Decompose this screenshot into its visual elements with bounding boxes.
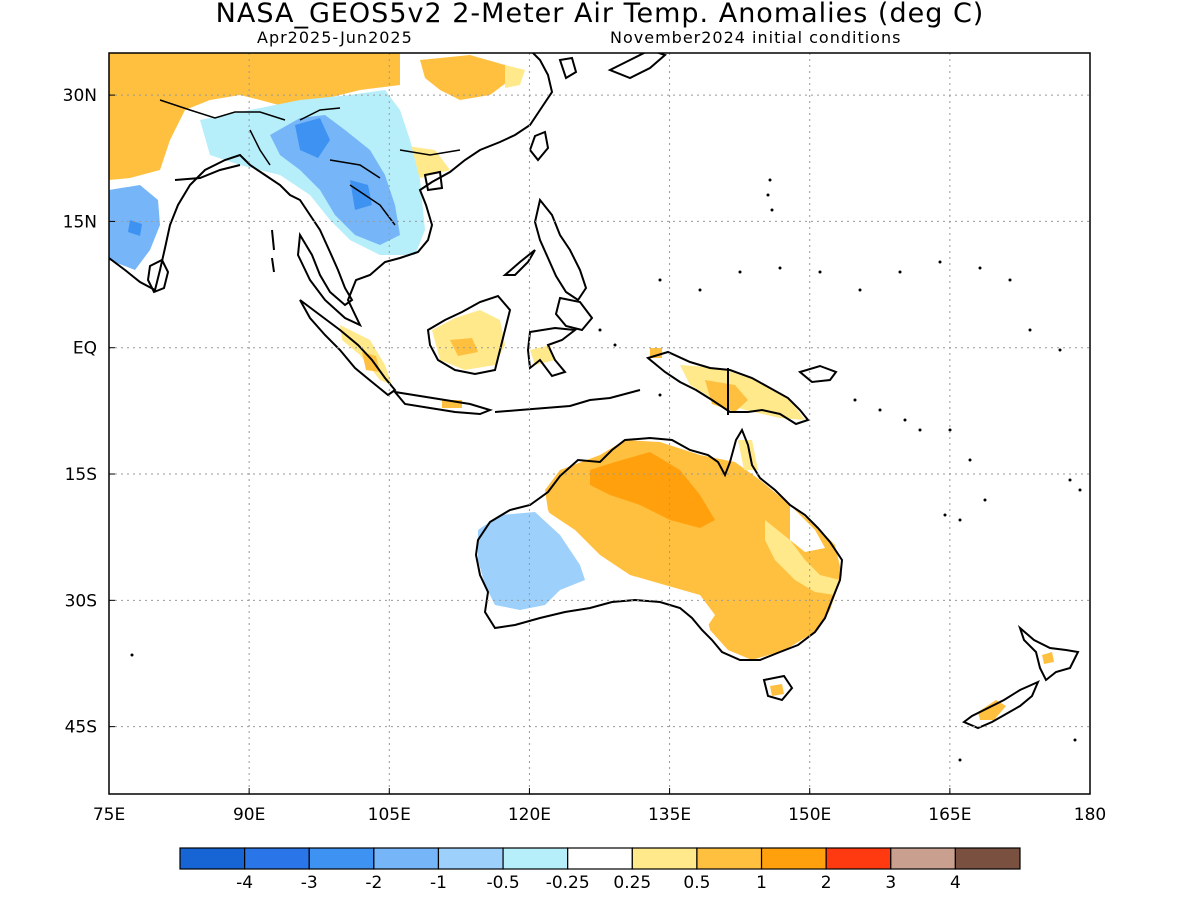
myanmar-cool-core: [295, 118, 330, 158]
map-title: NASA_GEOS5v2 2-Meter Air Temp. Anomalies…: [215, 0, 985, 29]
bay-of-bengal-coast: [174, 164, 241, 181]
colorbar-label: -1: [430, 873, 447, 893]
india-cool-core: [128, 220, 142, 236]
lon-tick-label: 180: [1074, 805, 1106, 825]
gridlines: [108, 53, 1091, 794]
colorbar-swatch: [437, 847, 504, 870]
colorbar-swatch: [760, 847, 827, 870]
colorbar-swatch: [308, 847, 375, 870]
new-zealand-north-coast: [1017, 624, 1080, 682]
forecast-period: Apr2025-Jun2025: [257, 28, 413, 47]
korea-coast: [558, 56, 578, 80]
initial-conditions: November2024 initial conditions: [610, 28, 902, 47]
asia-mainland-coast: [109, 53, 554, 328]
borneo-warm-patch: [450, 338, 478, 356]
sumatra-coast: [299, 299, 397, 397]
sulawesi-weak-warm: [530, 345, 555, 365]
colorbar-labels: -4 -3 -2 -1 -0.5 -0.25 0.25 0.5 1 2 3 4: [236, 873, 961, 893]
colorbar-swatch: [567, 847, 633, 870]
new-guinea-coast: [645, 350, 810, 426]
lat-tick-label: EQ: [73, 339, 97, 359]
colorbar-swatch: [696, 847, 763, 870]
colorbar-label: 2: [821, 873, 832, 893]
lat-tick-label: 30S: [65, 591, 97, 611]
colorbar-label: 3: [885, 873, 896, 893]
taiwan-coast: [528, 130, 550, 162]
new-guinea-warm-core: [705, 380, 748, 412]
australia-strong-warm-anomaly: [590, 452, 715, 528]
colorbar-swatch: [631, 847, 698, 870]
map-frame: [108, 52, 1091, 795]
colorbar-label: -4: [236, 873, 253, 893]
tasmania-coast: [762, 674, 794, 702]
lat-tick-label: 15N: [63, 212, 97, 232]
colorbar-label: 0.25: [613, 873, 651, 893]
colorbar-label: -2: [365, 873, 382, 893]
laos-cool-patch: [350, 180, 372, 210]
lon-tick-label: 120E: [508, 805, 551, 825]
new-zealand-north-warm: [1042, 652, 1054, 664]
pacific-islands: [130, 178, 1082, 762]
longitude-labels: 75E 90E 105E 120E 135E 150E 165E 180: [93, 805, 1106, 825]
australia-weak-warm-east: [765, 520, 840, 595]
east-china-warm-anomaly: [420, 55, 510, 100]
new-britain-coast: [797, 364, 838, 384]
new-guinea-warm-anomaly: [680, 365, 805, 420]
colorbar-swatch: [179, 847, 246, 870]
colorbar-label: -3: [301, 873, 318, 893]
lat-tick-label: 45S: [65, 718, 97, 738]
colorbar-swatch: [890, 847, 956, 870]
colorbar-swatch: [825, 847, 892, 870]
lesser-sunda-coast: [494, 389, 641, 413]
colorbar-label: 4: [950, 873, 961, 893]
lon-tick-label: 90E: [233, 805, 265, 825]
japan-coast: [607, 53, 667, 80]
lon-tick-label: 105E: [368, 805, 411, 825]
palawan-coast: [502, 249, 536, 276]
australia-neutral-east: [790, 505, 825, 552]
australia-cool-anomaly: [478, 512, 585, 610]
colorbar-label: 0.5: [683, 873, 710, 893]
colorbar-label: 1: [756, 873, 767, 893]
coastlines: [109, 53, 1080, 730]
colorbar: [179, 847, 1021, 870]
colorbar-swatch: [373, 847, 440, 870]
colorbar-label: -0.25: [546, 873, 590, 893]
andaman-islands: [271, 229, 275, 273]
east-china-weak-warm: [505, 65, 525, 88]
cape-york-weak-warm: [738, 440, 758, 470]
australia-coast: [474, 427, 844, 661]
colorbar-swatch: [502, 847, 569, 870]
lon-tick-label: 135E: [648, 805, 691, 825]
australia-neutral-central: [545, 510, 715, 630]
philippines-coast: [533, 197, 588, 302]
lat-tick-label: 15S: [65, 465, 97, 485]
tasmania-warm-anomaly: [770, 684, 784, 696]
lon-tick-label: 165E: [928, 805, 971, 825]
anomaly-shading: [109, 53, 1054, 720]
sumatra-warm-patch: [362, 352, 380, 372]
java-coast: [392, 390, 494, 416]
colorbar-swatch: [244, 847, 310, 870]
lon-tick-label: 75E: [93, 805, 125, 825]
new-zealand-south-coast: [962, 680, 1040, 730]
colorbar-label: -0.5: [486, 873, 519, 893]
india-tibet-warm-anomaly: [109, 53, 400, 180]
mindanao-coast: [554, 296, 594, 332]
lat-tick-label: 30N: [63, 86, 97, 106]
asia-borders: [159, 99, 461, 226]
new-zealand-south-warm: [978, 700, 1006, 720]
borneo-coast: [426, 294, 512, 376]
latitude-labels: 30N 15N EQ 15S 30S 45S: [63, 86, 97, 738]
sri-lanka-coast: [146, 258, 170, 294]
colorbar-swatch: [954, 847, 1021, 870]
lon-tick-label: 150E: [788, 805, 831, 825]
